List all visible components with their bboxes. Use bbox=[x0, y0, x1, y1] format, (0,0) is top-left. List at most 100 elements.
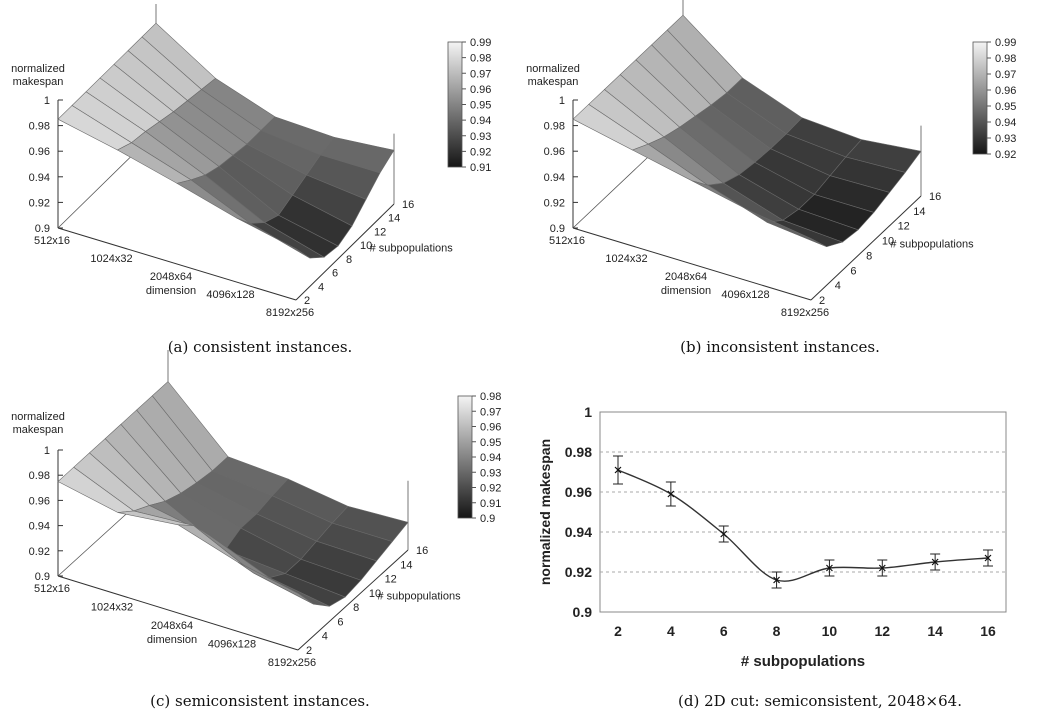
z-tick-label: 0.94 bbox=[544, 172, 565, 184]
x-tick-label: 8192x256 bbox=[266, 307, 314, 319]
colorbar-label: 0.98 bbox=[470, 53, 491, 65]
data-point bbox=[826, 564, 833, 572]
colorbar-label: 0.94 bbox=[470, 115, 491, 127]
y-tick-label: 12 bbox=[385, 574, 397, 586]
z-tick-label: 0.92 bbox=[29, 546, 50, 558]
plot-frame bbox=[599, 411, 1007, 613]
colorbar bbox=[457, 395, 473, 519]
colorbar-label: 0.92 bbox=[480, 483, 501, 495]
y-axis-label: # subpopulations bbox=[377, 590, 461, 602]
z-tick-label: 1 bbox=[559, 95, 565, 107]
y-tick-label: 0.96 bbox=[565, 484, 592, 500]
y-tick-label: 6 bbox=[337, 616, 343, 628]
surface-cell bbox=[237, 561, 314, 605]
z-tick-label: 0.92 bbox=[29, 197, 50, 209]
z-tick-label: 1 bbox=[44, 95, 50, 107]
surface-panel-inconsistent: 1 0.98 0.96 0.94 0.92 0.9 normalized makespan 51… bbox=[515, 0, 1035, 340]
z-axis-label: makespan bbox=[528, 76, 579, 88]
colorbar-label: 0.93 bbox=[480, 467, 501, 479]
surface-chart-semiconsistent: 10.980.960.940.920.9normalizedmakespan51… bbox=[11, 350, 501, 669]
x-tick-label: 2048x64 bbox=[150, 271, 192, 283]
y-tick-label: 14 bbox=[913, 206, 925, 218]
colorbar-label: 0.97 bbox=[995, 69, 1016, 81]
line-panel-2d-cut: 1 0.98 0.96 0.94 0.92 0.9 2 4 6 8 10 12 14 16 # subpop… bbox=[530, 368, 1030, 688]
y-tick-label: 4 bbox=[322, 631, 328, 643]
colorbar-label: 0.96 bbox=[470, 84, 491, 96]
x-tick-label: 2048x64 bbox=[151, 620, 193, 632]
colorbar-label: 0.92 bbox=[995, 149, 1016, 161]
z-tick-label: 0.94 bbox=[29, 172, 50, 184]
x-tick-label: 14 bbox=[927, 623, 943, 639]
y-tick-label: 10 bbox=[360, 240, 372, 252]
data-point bbox=[773, 576, 780, 584]
colorbar-label: 0.96 bbox=[480, 422, 501, 434]
colorbar bbox=[972, 41, 988, 155]
x-tick-label: 1024x32 bbox=[605, 253, 647, 265]
x-tick-label: 8192x256 bbox=[268, 657, 316, 669]
y-tick-label: 2 bbox=[304, 295, 310, 307]
z-axis-label: makespan bbox=[13, 76, 64, 88]
z-tick-label: 0.96 bbox=[544, 146, 565, 158]
y-tick-label: 14 bbox=[388, 213, 400, 225]
x-tick-label: 16 bbox=[980, 623, 996, 639]
colorbar-label: 0.91 bbox=[480, 498, 501, 510]
colorbar-label: 0.98 bbox=[995, 53, 1016, 65]
caption-semiconsistent: (c) semiconsistent instances. bbox=[150, 692, 370, 710]
z-axis-label: normalized bbox=[11, 411, 65, 423]
z-tick-label: 0.98 bbox=[29, 121, 50, 133]
caption-consistent: (a) consistent instances. bbox=[167, 338, 353, 356]
x-axis-label: dimension bbox=[146, 285, 196, 297]
y-tick-label: 6 bbox=[332, 268, 338, 280]
y-tick-label: 4 bbox=[835, 280, 841, 292]
y-tick-label: 10 bbox=[882, 236, 894, 248]
z-tick-label: 0.94 bbox=[29, 521, 50, 533]
surface-panel-semiconsistent: 1 0.98 0.96 0.94 0.92 0.9 normalized makespan 51… bbox=[0, 350, 520, 688]
y-tick-label: 10 bbox=[369, 588, 381, 600]
z-tick-label: 1 bbox=[44, 445, 50, 457]
colorbar-label: 0.92 bbox=[470, 146, 491, 158]
y-tick-label: 12 bbox=[898, 221, 910, 233]
y-tick-label: 8 bbox=[346, 254, 352, 266]
colorbar bbox=[447, 41, 463, 168]
x-axis-line bbox=[57, 227, 297, 301]
z-tick-label: 0.98 bbox=[29, 470, 50, 482]
colorbar-label: 0.94 bbox=[995, 117, 1016, 129]
x-tick-label: 2 bbox=[614, 623, 622, 639]
y-tick-label: 2 bbox=[819, 295, 825, 307]
data-point bbox=[667, 490, 675, 498]
y-tick-label: 0.92 bbox=[565, 564, 592, 580]
x-tick-label: 2048x64 bbox=[665, 271, 707, 283]
z-tick-label: 0.92 bbox=[544, 197, 565, 209]
z-axis-label: normalized bbox=[526, 63, 580, 75]
colorbar-label: 0.95 bbox=[480, 437, 501, 449]
y-tick-label: 8 bbox=[866, 250, 872, 262]
y-axis-line bbox=[295, 203, 395, 301]
colorbar-label: 0.95 bbox=[995, 101, 1016, 113]
y-tick-label: 0.98 bbox=[565, 444, 592, 460]
z-tick-label: 0.98 bbox=[544, 121, 565, 133]
colorbar-label: 0.99 bbox=[995, 37, 1016, 49]
y-tick-label: 8 bbox=[353, 602, 359, 614]
data-point bbox=[614, 466, 622, 474]
colorbar-label: 0.99 bbox=[470, 37, 491, 49]
colorbar-label: 0.93 bbox=[470, 131, 491, 143]
y-tick-label: 16 bbox=[416, 545, 428, 557]
x-tick-label: 512x16 bbox=[549, 235, 585, 247]
y-tick-label: 4 bbox=[318, 281, 324, 293]
colorbar-label: 0.97 bbox=[470, 68, 491, 80]
colorbar-label: 0.9 bbox=[480, 513, 495, 525]
z-tick-label: 0.96 bbox=[29, 146, 50, 158]
x-tick-label: 4096x128 bbox=[208, 639, 256, 651]
x-axis-label: dimension bbox=[147, 634, 197, 646]
x-tick-label: 8 bbox=[773, 623, 781, 639]
z-tick-label: 0.9 bbox=[35, 571, 50, 583]
y-tick-label: 0.94 bbox=[565, 524, 592, 540]
y-tick-label: 16 bbox=[929, 191, 941, 203]
x-axis-line bbox=[57, 575, 299, 651]
y-tick-label: 14 bbox=[400, 559, 412, 571]
colorbar-label: 0.94 bbox=[480, 452, 501, 464]
data-point bbox=[720, 530, 728, 538]
